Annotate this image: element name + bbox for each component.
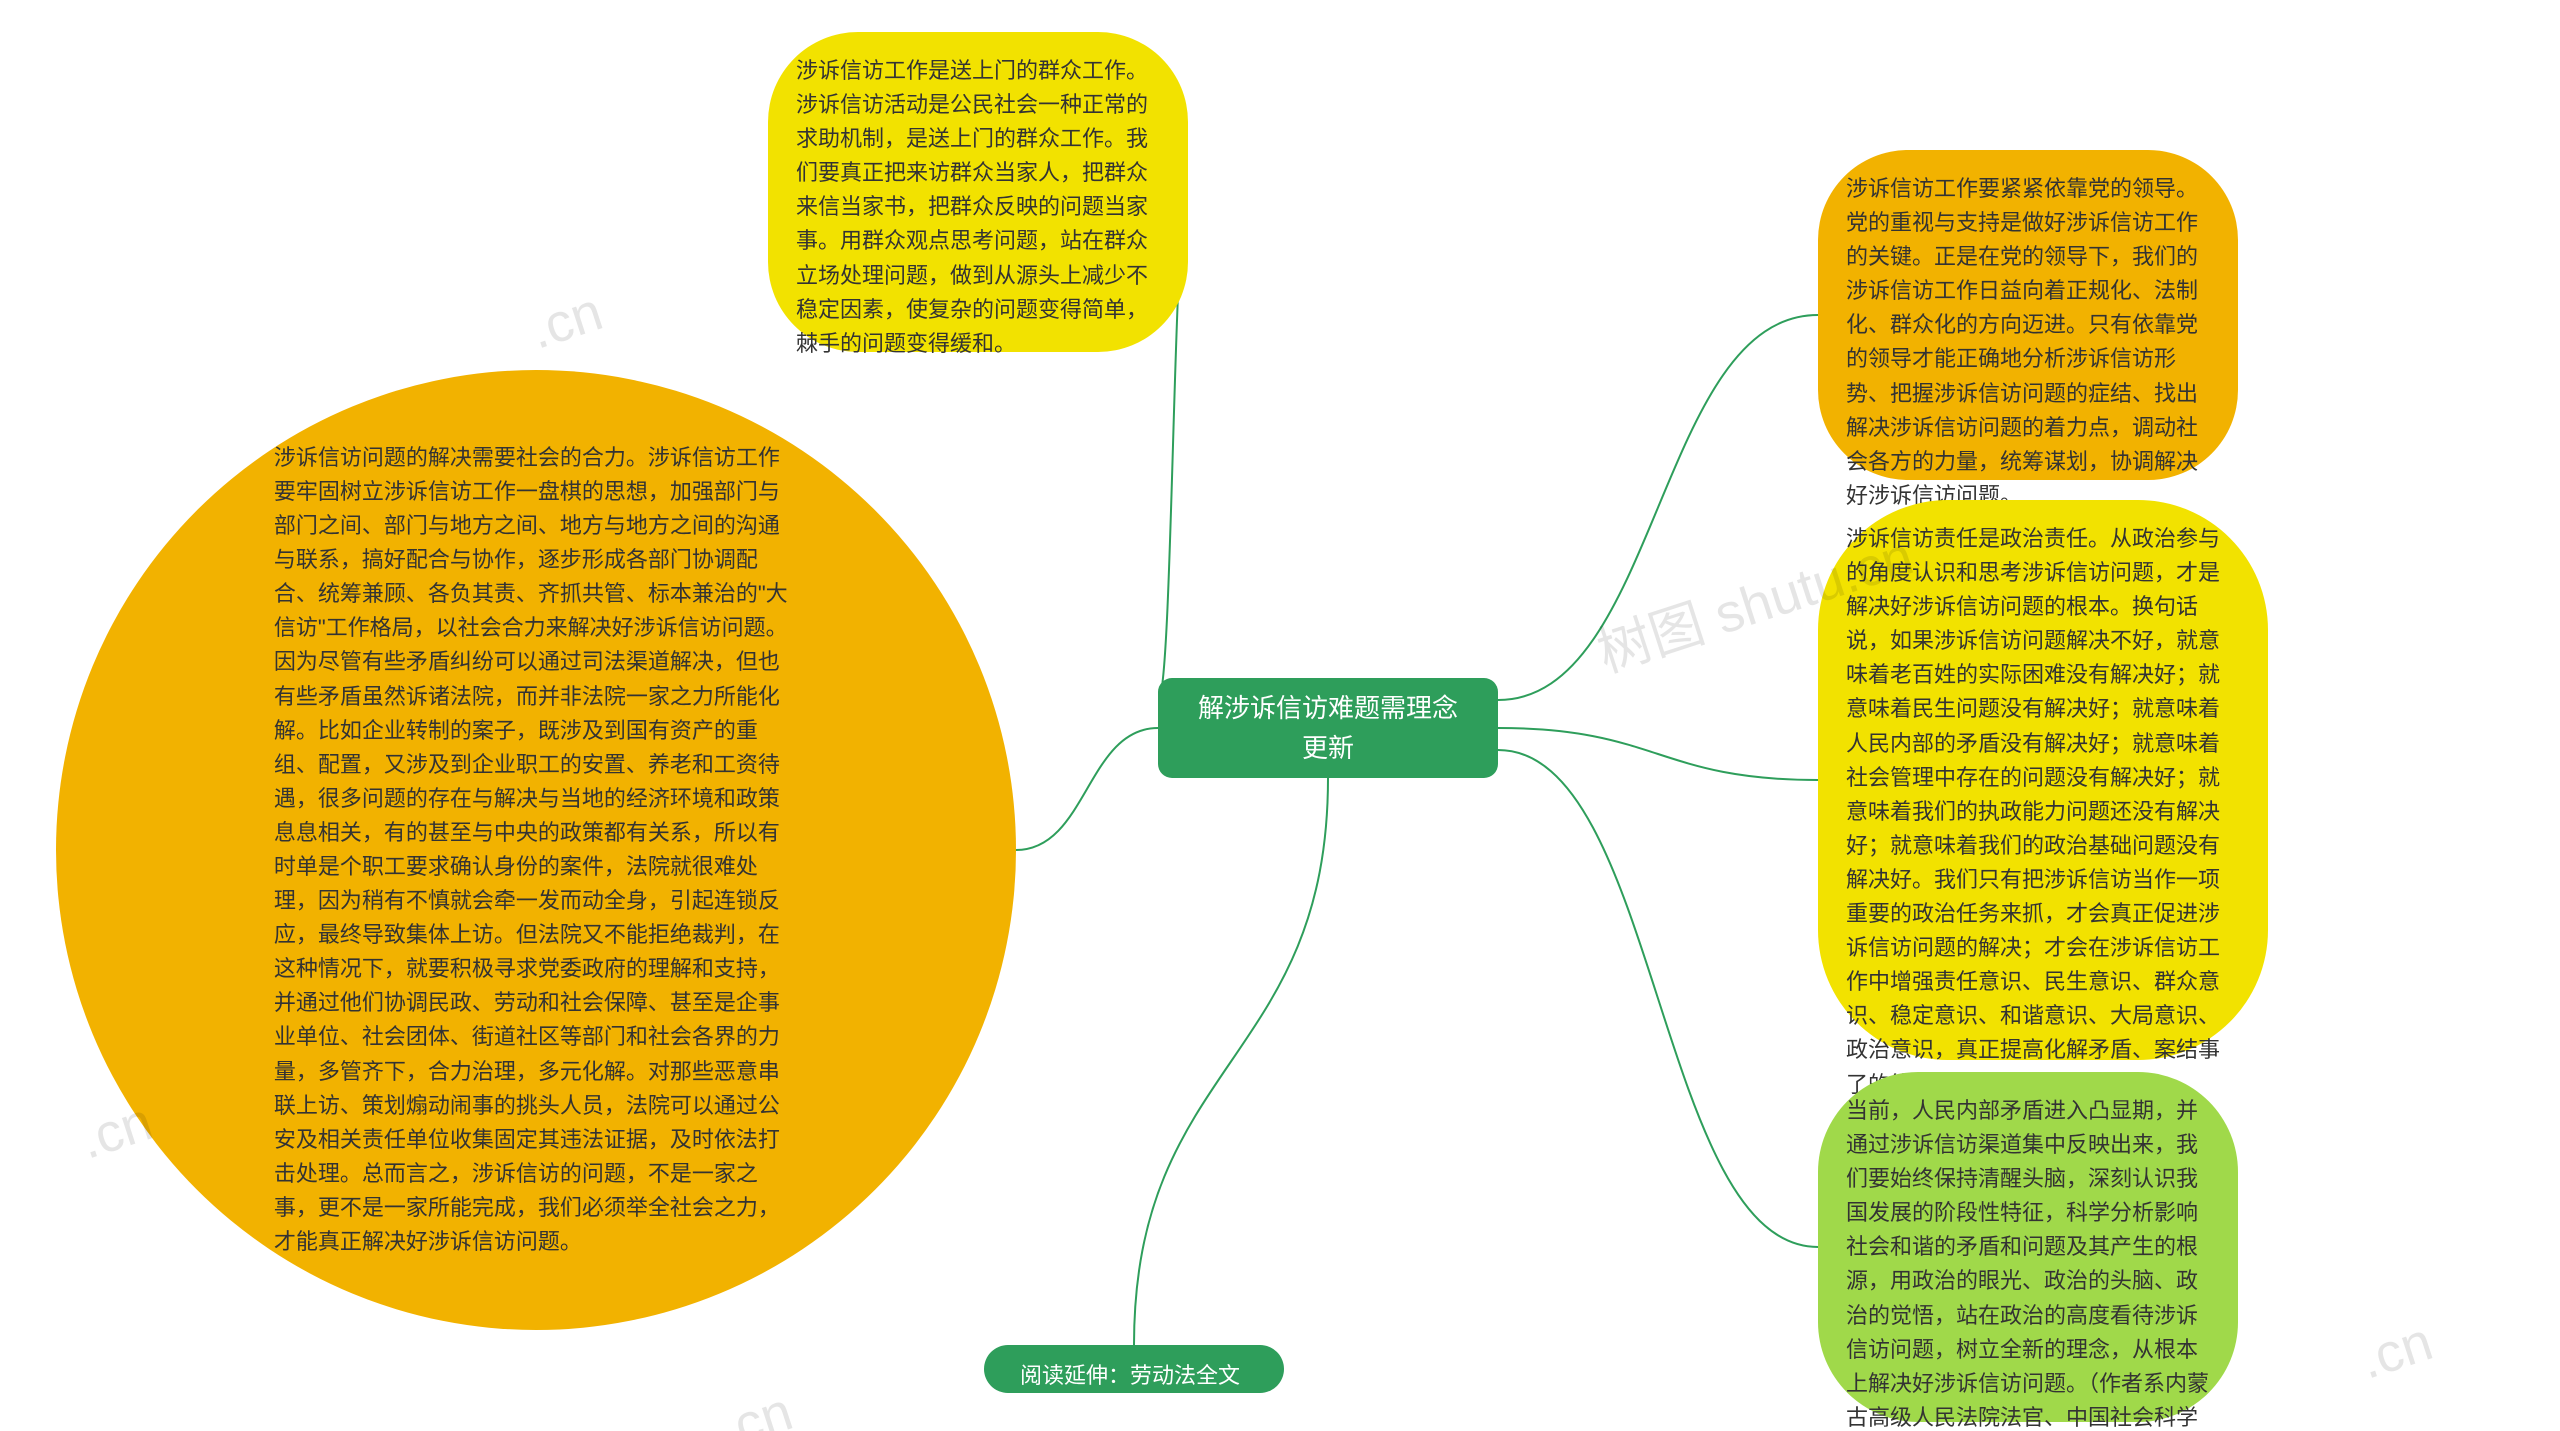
node-right-top[interactable]: 涉诉信访工作要紧紧依靠党的领导。党的重视与支持是做好涉诉信访工作的关键。正是在党…: [1818, 150, 2238, 480]
watermark-text: .cn: [712, 1380, 800, 1431]
center-label: 解涉诉信访难题需理念更新: [1186, 688, 1470, 769]
watermark-text: .cn: [522, 280, 610, 361]
node-bottom-pill[interactable]: 阅读延伸：劳动法全文: [984, 1345, 1284, 1393]
node-right-mid-text: 涉诉信访责任是政治责任。从政治参与的角度认识和思考涉诉信访问题，才是解决好涉诉信…: [1846, 526, 2220, 1097]
node-top-left[interactable]: 涉诉信访工作是送上门的群众工作。涉诉信访活动是公民社会一种正常的求助机制，是送上…: [768, 32, 1188, 352]
center-node[interactable]: 解涉诉信访难题需理念更新: [1158, 678, 1498, 778]
node-bottom-pill-text: 阅读延伸：劳动法全文: [1020, 1363, 1240, 1388]
node-right-mid[interactable]: 涉诉信访责任是政治责任。从政治参与的角度认识和思考涉诉信访问题，才是解决好涉诉信…: [1818, 500, 2268, 1060]
node-huge-left-text: 涉诉信访问题的解决需要社会的合力。涉诉信访工作要牢固树立涉诉信访工作一盘棋的思想…: [274, 445, 788, 1254]
mindmap-canvas: 解涉诉信访难题需理念更新 涉诉信访工作是送上门的群众工作。涉诉信访活动是公民社会…: [0, 0, 2560, 1431]
node-right-top-text: 涉诉信访工作要紧紧依靠党的领导。党的重视与支持是做好涉诉信访工作的关键。正是在党…: [1846, 176, 2198, 508]
node-top-left-text: 涉诉信访工作是送上门的群众工作。涉诉信访活动是公民社会一种正常的求助机制，是送上…: [796, 58, 1148, 356]
node-right-bottom[interactable]: 当前，人民内部矛盾进入凸显期，并通过涉诉信访渠道集中反映出来，我们要始终保持清醒…: [1818, 1072, 2238, 1422]
node-huge-left[interactable]: 涉诉信访问题的解决需要社会的合力。涉诉信访工作要牢固树立涉诉信访工作一盘棋的思想…: [56, 370, 1016, 1330]
watermark-text: .cn: [2352, 1310, 2440, 1391]
node-right-bottom-text: 当前，人民内部矛盾进入凸显期，并通过涉诉信访渠道集中反映出来，我们要始终保持清醒…: [1846, 1098, 2209, 1431]
